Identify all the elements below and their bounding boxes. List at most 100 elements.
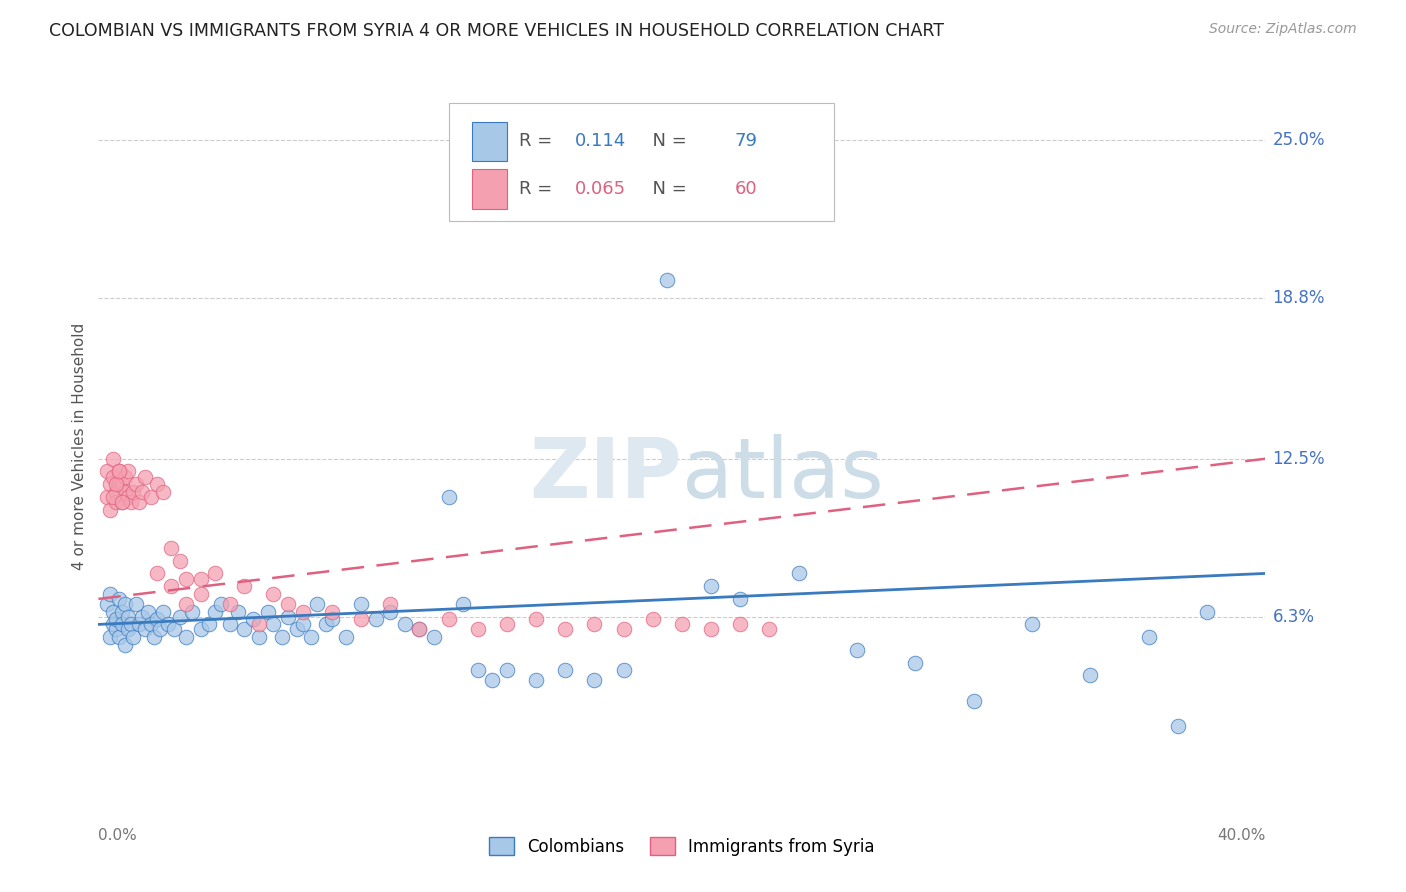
Text: N =: N =	[641, 132, 693, 150]
Point	[111, 495, 134, 509]
Point	[242, 612, 264, 626]
Point	[204, 566, 226, 581]
Point	[146, 612, 169, 626]
Point	[111, 477, 134, 491]
Text: 60: 60	[734, 180, 756, 198]
Point	[962, 694, 984, 708]
Point	[120, 495, 142, 509]
Point	[174, 572, 197, 586]
Text: 18.8%: 18.8%	[1272, 289, 1324, 307]
Point	[108, 591, 131, 606]
Point	[101, 490, 124, 504]
Text: 6.3%: 6.3%	[1272, 607, 1315, 626]
Point	[671, 617, 693, 632]
Point	[98, 477, 121, 491]
Point	[122, 484, 145, 499]
Text: 12.5%: 12.5%	[1272, 450, 1324, 467]
Point	[554, 663, 576, 677]
Point	[142, 630, 165, 644]
Point	[218, 617, 240, 632]
Point	[787, 566, 810, 581]
Point	[117, 490, 139, 504]
Point	[169, 554, 191, 568]
Point	[315, 617, 337, 632]
Point	[758, 623, 780, 637]
Point	[152, 484, 174, 499]
Point	[96, 597, 118, 611]
Text: R =: R =	[519, 180, 558, 198]
Point	[134, 623, 156, 637]
Point	[277, 609, 299, 624]
Point	[612, 663, 634, 677]
Bar	[472, 169, 506, 209]
Point	[228, 605, 250, 619]
Point	[114, 597, 136, 611]
Point	[98, 630, 121, 644]
Point	[128, 495, 150, 509]
Point	[114, 469, 136, 483]
Point	[125, 597, 148, 611]
Point	[583, 673, 606, 688]
Text: 79: 79	[734, 132, 758, 150]
Point	[285, 623, 308, 637]
Point	[157, 617, 180, 632]
Point	[152, 605, 174, 619]
Point	[350, 597, 373, 611]
Text: Source: ZipAtlas.com: Source: ZipAtlas.com	[1209, 22, 1357, 37]
Point	[101, 617, 124, 632]
Point	[218, 597, 240, 611]
Point	[117, 465, 139, 479]
Point	[728, 617, 751, 632]
Point	[98, 587, 121, 601]
Point	[700, 579, 723, 593]
Point	[291, 605, 314, 619]
Point	[1137, 630, 1160, 644]
Point	[256, 605, 278, 619]
Point	[146, 566, 169, 581]
Point	[408, 623, 430, 637]
Text: 0.0%: 0.0%	[98, 829, 138, 843]
Point	[117, 609, 139, 624]
Point	[262, 587, 284, 601]
Point	[700, 623, 723, 637]
Point	[98, 502, 121, 516]
Point	[247, 617, 270, 632]
Point	[163, 623, 186, 637]
Point	[198, 617, 221, 632]
Point	[190, 587, 212, 601]
Point	[108, 630, 131, 644]
Point	[101, 451, 124, 466]
Point	[451, 597, 474, 611]
Text: COLOMBIAN VS IMMIGRANTS FROM SYRIA 4 OR MORE VEHICLES IN HOUSEHOLD CORRELATION C: COLOMBIAN VS IMMIGRANTS FROM SYRIA 4 OR …	[49, 22, 945, 40]
Point	[467, 663, 489, 677]
Point	[104, 495, 127, 509]
Point	[104, 623, 127, 637]
Point	[209, 597, 232, 611]
Point	[96, 465, 118, 479]
Point	[122, 630, 145, 644]
Point	[108, 465, 131, 479]
Point	[131, 609, 153, 624]
Point	[101, 469, 124, 483]
Point	[101, 605, 124, 619]
Point	[1167, 719, 1189, 733]
Point	[111, 495, 134, 509]
Point	[394, 617, 416, 632]
Text: 0.114: 0.114	[575, 132, 626, 150]
Point	[321, 605, 343, 619]
Point	[495, 663, 517, 677]
Point	[524, 673, 547, 688]
Point	[335, 630, 357, 644]
Point	[554, 623, 576, 637]
Point	[174, 630, 197, 644]
Point	[117, 623, 139, 637]
Point	[120, 617, 142, 632]
Point	[104, 477, 127, 491]
Point	[108, 465, 131, 479]
Point	[1080, 668, 1102, 682]
Point	[180, 605, 202, 619]
Point	[1195, 605, 1218, 619]
Point	[247, 630, 270, 644]
Point	[174, 597, 197, 611]
Point	[364, 612, 387, 626]
